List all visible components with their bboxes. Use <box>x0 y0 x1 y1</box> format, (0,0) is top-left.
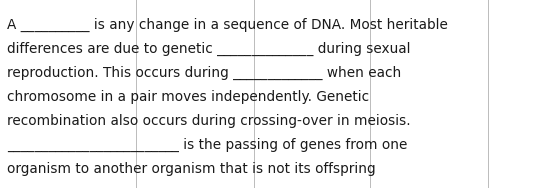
Text: chromosome in a pair moves independently. Genetic: chromosome in a pair moves independently… <box>7 90 369 104</box>
Text: organism to another organism that is not its offspring: organism to another organism that is not… <box>7 162 376 176</box>
Text: _________________________ is the passing of genes from one: _________________________ is the passing… <box>7 138 407 152</box>
Text: reproduction. This occurs during _____________ when each: reproduction. This occurs during _______… <box>7 66 401 80</box>
Text: recombination also occurs during crossing-over in meiosis.: recombination also occurs during crossin… <box>7 114 411 128</box>
Text: differences are due to genetic ______________ during sexual: differences are due to genetic _________… <box>7 42 411 56</box>
Text: A __________ is any change in a sequence of DNA. Most heritable: A __________ is any change in a sequence… <box>7 18 448 32</box>
